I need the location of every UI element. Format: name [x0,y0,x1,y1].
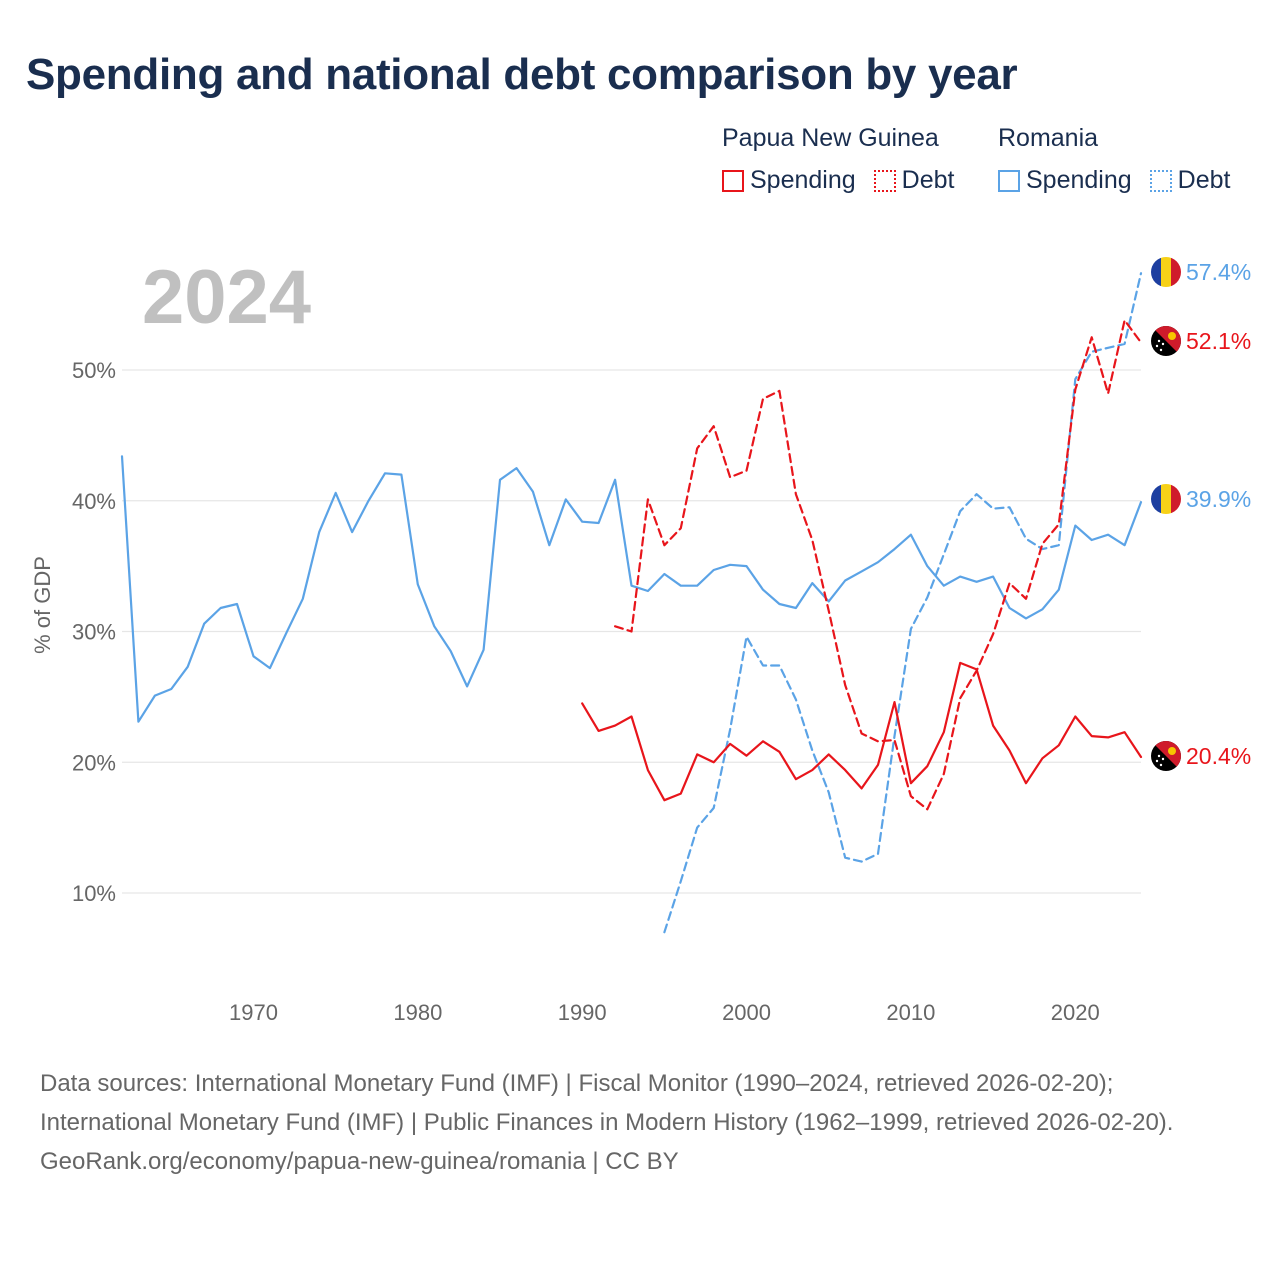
series-line-papua-new-guinea-debt[interactable] [614,319,1143,811]
chart-title: Spending and national debt comparison by… [26,50,1018,99]
legend-group-romania: Romania Spending Debt [998,124,1230,195]
romania-flag-icon [1151,257,1181,287]
end-label-romania-debt: 57.4% [1186,259,1251,285]
footer: Data sources: International Monetary Fun… [40,1064,1240,1181]
end-label-png-spending: 20.4% [1186,743,1251,769]
papua-new-guinea-flag-icon [1151,326,1181,356]
y-tick-label: 30% [72,620,116,645]
legend-swatch-dotted-icon [873,169,896,192]
x-tick-label: 1970 [229,1000,278,1025]
x-tick-label: 2020 [1051,1000,1100,1025]
x-tick-label: 1990 [558,1000,607,1025]
y-tick-label: 20% [72,750,116,775]
source-link[interactable]: GeoRank.org/economy/papua-new-guinea/rom… [40,1148,679,1175]
legend-item-romania-spending[interactable]: Spending [998,166,1132,195]
data-sources-note: Data sources: International Monetary Fun… [40,1070,1174,1136]
x-tick-label: 2000 [722,1000,771,1025]
legend-label: Spending [1026,166,1132,194]
legend-group-papua-new-guinea: Papua New Guinea Spending Debt [722,124,954,195]
y-tick-label: 50% [72,358,116,383]
legend-swatch-solid-icon [998,169,1020,192]
legend-item-romania-debt[interactable]: Debt [1149,166,1231,195]
legend-label: Debt [1177,166,1231,194]
series-line-papua-new-guinea-spending[interactable] [581,661,1143,802]
legend-country-label: Romania [998,124,1099,152]
legend-item-png-spending[interactable]: Spending [722,166,856,195]
legend-label: Spending [750,166,856,194]
end-label-romania-spending: 39.9% [1186,486,1251,512]
legend-swatch-dotted-icon [1149,169,1172,192]
x-tick-label: 2010 [886,1000,935,1025]
legend-label: Debt [901,166,955,194]
romania-flag-icon [1151,484,1181,514]
legend-country-label: Papua New Guinea [722,124,939,152]
y-tick-label: 40% [72,489,116,514]
y-axis-title: % of GDP [30,556,55,654]
legend-item-png-debt[interactable]: Debt [873,166,955,195]
y-tick-label: 10% [72,881,116,906]
series-line-romania-spending[interactable] [120,455,1143,723]
series-line-romania-debt[interactable] [663,272,1143,934]
end-label-png-debt: 52.1% [1186,328,1251,354]
papua-new-guinea-flag-icon [1151,741,1181,771]
year-overlay: 2024 [142,255,311,340]
legend-swatch-solid-icon [722,169,744,192]
x-tick-label: 1980 [393,1000,442,1025]
line-chart: 2024 10% 20% 30% 40% 50% 1970 1980 1990 2000 201… [30,255,1251,1025]
